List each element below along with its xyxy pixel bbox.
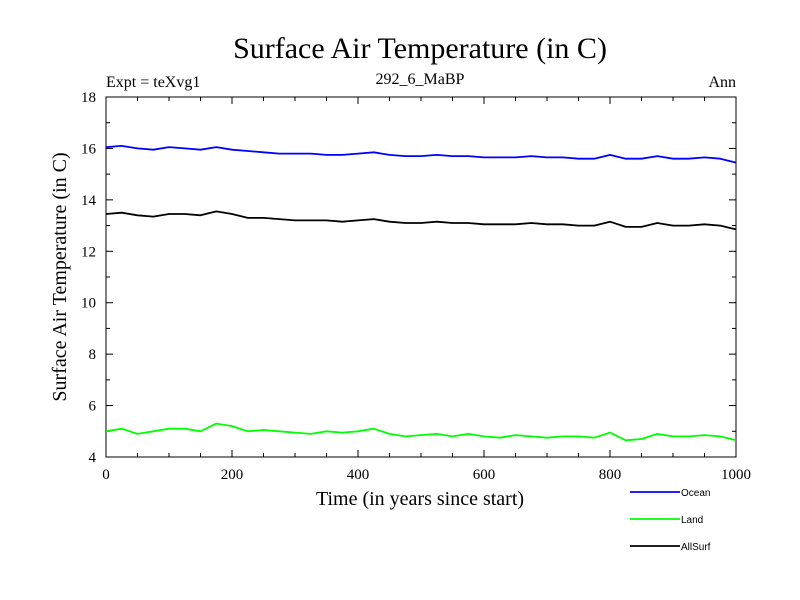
y-tick-label: 14 [81, 193, 97, 209]
x-tick-label: 600 [473, 467, 496, 483]
series-line-land [105, 422, 737, 442]
y-tick-label: 12 [81, 244, 96, 260]
legend-label-land: Land [681, 515, 703, 526]
y-tick-label: 18 [81, 90, 96, 106]
y-tick-label: 16 [81, 141, 97, 157]
x-axis: 0 200 400 600 800 1000 [102, 97, 751, 483]
x-tick-label: 800 [599, 467, 622, 483]
chart-subtitle-center: 292_6_MaBP [376, 71, 465, 88]
y-axis: 4 6 8 10 12 14 16 18 [81, 90, 736, 466]
plot-area [105, 96, 737, 458]
legend-label-allsurf: AllSurf [681, 542, 711, 553]
legend-label-ocean: Ocean [681, 488, 710, 499]
y-tick-label: 4 [89, 450, 97, 466]
series-lines [105, 144, 737, 442]
series-line-ocean [105, 144, 737, 164]
chart-subtitle-left: Expt = teXvg1 [106, 74, 200, 91]
chart-title: Surface Air Temperature (in C) [233, 32, 607, 65]
x-axis-label: Time (in years since start) [316, 488, 524, 510]
x-tick-label: 0 [102, 467, 110, 483]
legend: Ocean Land AllSurf [630, 488, 711, 553]
y-tick-label: 6 [89, 399, 97, 415]
y-axis-label: Surface Air Temperature (in C) [49, 152, 71, 401]
y-tick-label: 10 [81, 296, 96, 312]
x-tick-label: 1000 [721, 467, 751, 483]
series-line-allsurf [105, 210, 737, 231]
x-tick-label: 200 [221, 467, 244, 483]
chart-subtitle-right: Ann [708, 74, 736, 91]
y-tick-label: 8 [89, 347, 97, 363]
x-tick-label: 400 [347, 467, 370, 483]
